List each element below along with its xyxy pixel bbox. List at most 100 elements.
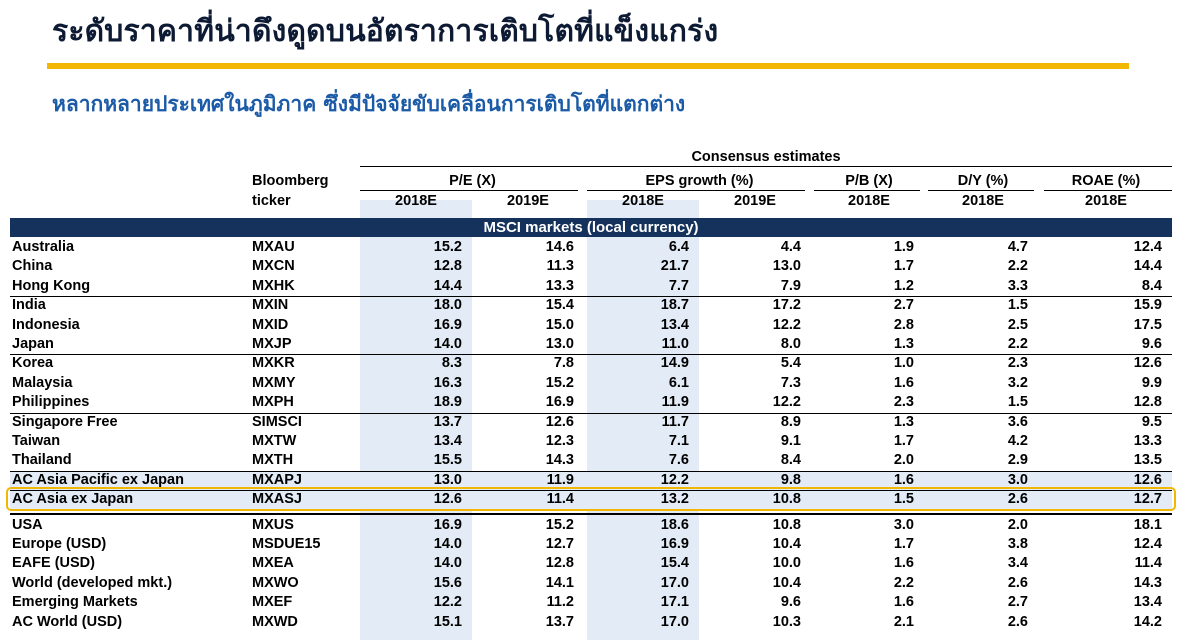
table-row: Singapore Free SIMSCI 13.7 12.6 11.7 8.9 1.3 3.…	[10, 413, 1172, 432]
bloomberg-ticker: MXIN	[252, 297, 289, 314]
value-cell: 18.0	[433, 297, 462, 314]
bloomberg-ticker: MXASJ	[252, 491, 302, 508]
value-cell: 14.6	[545, 239, 574, 255]
value-cell: 10.8	[772, 491, 801, 508]
value-cell: 10.8	[772, 516, 801, 533]
value-cell: 1.9	[893, 239, 914, 255]
value-cell: 18.7	[660, 297, 689, 314]
page-title: ระดับราคาที่น่าดึงดูดบนอัตราการเติบโตที่…	[52, 14, 719, 49]
value-cell: 13.5	[1133, 452, 1162, 469]
value-cell: 3.2	[1007, 374, 1028, 391]
bloomberg-ticker: MXTW	[252, 433, 297, 449]
consensus-underline	[360, 166, 1172, 167]
value-cell: 12.6	[545, 413, 574, 430]
value-cell: 10.4	[772, 536, 801, 552]
market-name: Japan	[12, 336, 54, 352]
value-cell: 9.9	[1141, 374, 1162, 391]
bloomberg-ticker: MXKR	[252, 355, 295, 372]
value-cell: 1.6	[893, 374, 914, 391]
table-row: Indonesia MXID 16.9 15.0 13.4 12.2 2.8 2.5 17.5	[10, 316, 1172, 335]
bloomberg-ticker: MXUS	[252, 516, 294, 533]
market-name: AC World (USD)	[12, 613, 123, 630]
bloomberg-ticker: SIMSCI	[252, 413, 302, 430]
value-cell: 1.6	[893, 555, 914, 572]
value-cell: 12.6	[1133, 471, 1162, 488]
value-cell: 16.9	[433, 316, 462, 333]
value-cell: 15.2	[433, 239, 462, 255]
value-cell: 11.2	[546, 594, 574, 611]
table-row: World (developed mkt.) MXWO 15.6 14.1 17.0 10…	[10, 574, 1172, 593]
value-cell: 7.8	[553, 355, 574, 372]
value-cell: 14.3	[545, 452, 574, 469]
bloomberg-ticker: MXEA	[252, 555, 294, 572]
value-cell: 8.3	[441, 355, 462, 372]
value-cell: 7.1	[668, 433, 689, 449]
value-cell: 11.4	[1134, 555, 1162, 572]
value-cell: 1.5	[893, 491, 914, 508]
year-eps-2018: 2018E	[622, 193, 664, 209]
page-subtitle: หลากหลายประเทศในภูมิภาค ซึ่งมีปัจจัยขับเ…	[52, 92, 686, 116]
value-cell: 11.0	[661, 336, 689, 352]
value-cell: 15.2	[545, 516, 574, 533]
table-row: USA MXUS 16.9 15.2 18.6 10.8 3.0 2.0 18.1	[10, 516, 1172, 535]
value-cell: 17.5	[1133, 316, 1162, 333]
market-name: AC Asia Pacific ex Japan	[12, 471, 184, 488]
value-cell: 14.9	[660, 355, 689, 372]
value-cell: 2.3	[1007, 355, 1028, 372]
market-name: Taiwan	[12, 433, 61, 449]
value-cell: 2.6	[1007, 613, 1028, 630]
value-cell: 13.2	[660, 491, 689, 508]
value-cell: 1.6	[893, 594, 914, 611]
table-row: Thailand MXTH 15.5 14.3 7.6 8.4 2.0 2.9 13.5	[10, 451, 1172, 470]
value-cell: 3.3	[1007, 277, 1028, 294]
table-row: AC Asia Pacific ex Japan MXAPJ 13.0 11.9 12.…	[10, 470, 1172, 491]
value-cell: 1.2	[893, 277, 914, 294]
value-cell: 1.7	[893, 258, 914, 275]
value-cell: 3.4	[1007, 555, 1028, 572]
value-cell: 12.2	[660, 471, 689, 488]
value-cell: 12.4	[1133, 239, 1162, 255]
value-cell: 13.0	[433, 471, 462, 488]
value-cell: 8.9	[780, 413, 801, 430]
value-cell: 12.2	[772, 394, 801, 411]
value-cell: 9.1	[780, 433, 801, 449]
group-dy: D/Y (%)	[957, 173, 1009, 189]
value-cell: 16.9	[433, 516, 462, 533]
section-bar: MSCI markets (local currency)	[10, 218, 1172, 237]
value-cell: 8.0	[780, 336, 801, 352]
value-cell: 2.2	[893, 574, 914, 591]
value-cell: 14.3	[1133, 574, 1162, 591]
value-cell: 15.4	[545, 297, 574, 314]
value-cell: 7.9	[780, 277, 801, 294]
value-cell: 14.4	[1133, 258, 1162, 275]
section-divider	[10, 512, 1172, 515]
value-cell: 13.0	[545, 336, 574, 352]
value-cell: 9.8	[780, 471, 801, 488]
year-dy-2018: 2018E	[962, 193, 1004, 209]
value-cell: 15.0	[545, 316, 574, 333]
year-eps-2019: 2019E	[734, 193, 776, 209]
value-cell: 13.4	[433, 433, 462, 449]
value-cell: 2.1	[893, 613, 914, 630]
market-name: Philippines	[12, 394, 90, 411]
ticker-header-1: Bloomberg	[252, 173, 329, 189]
value-cell: 18.6	[660, 516, 689, 533]
highlight-outline	[6, 487, 1176, 512]
value-cell: 10.0	[772, 555, 801, 572]
value-cell: 2.2	[1007, 258, 1028, 275]
pe-2018-shade	[360, 200, 472, 640]
value-cell: 13.7	[545, 613, 574, 630]
table-row: Europe (USD) MSDUE15 14.0 12.7 16.9 10.4 1.7 3.…	[10, 535, 1172, 554]
value-cell: 11.9	[661, 394, 689, 411]
group-pb: P/B (X)	[845, 173, 893, 189]
market-name: Europe (USD)	[12, 536, 107, 552]
value-cell: 1.3	[893, 413, 914, 430]
table-row: Korea MXKR 8.3 7.8 14.9 5.4 1.0 2.3 12.6	[10, 354, 1172, 373]
value-cell: 1.5	[1007, 394, 1028, 411]
market-name: World (developed mkt.)	[12, 574, 173, 591]
value-cell: 17.0	[660, 613, 689, 630]
table-row: Japan MXJP 14.0 13.0 11.0 8.0 1.3 2.2 9.6	[10, 335, 1172, 354]
group-roae-underline	[1044, 190, 1172, 191]
value-cell: 4.4	[780, 239, 801, 255]
value-cell: 13.4	[1133, 594, 1162, 611]
